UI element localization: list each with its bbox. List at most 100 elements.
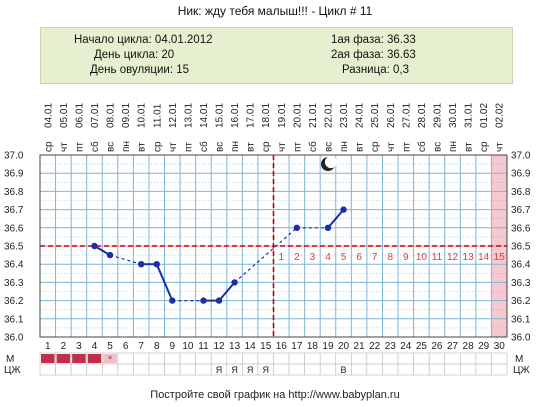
cell bbox=[444, 352, 461, 365]
date-label: 15.01 bbox=[215, 103, 226, 128]
day-number-label: 21 bbox=[354, 341, 366, 352]
temperature-line-segment bbox=[234, 227, 298, 283]
menstruation-mark bbox=[87, 354, 102, 363]
post-ovulation-day-label: 14 bbox=[478, 252, 490, 263]
date-label: 10.01 bbox=[137, 103, 148, 128]
cell bbox=[366, 352, 383, 365]
cell bbox=[148, 363, 165, 376]
date-label: 06.01 bbox=[74, 103, 85, 128]
menstruation-mark bbox=[72, 354, 86, 363]
day-number-label: 29 bbox=[478, 341, 490, 352]
date-label: 20.01 bbox=[292, 103, 303, 128]
cell bbox=[117, 363, 134, 376]
date-label: 16.01 bbox=[230, 103, 241, 128]
day-number-label: 19 bbox=[322, 341, 334, 352]
y-tick-label-left: 36.6 bbox=[4, 223, 24, 234]
cervical-fluid-mark: Я bbox=[231, 365, 238, 375]
footer-link[interactable]: Постройте свой график на http://www.baby… bbox=[150, 389, 400, 401]
cell bbox=[491, 352, 508, 365]
menstruation-mark bbox=[56, 354, 71, 363]
temperature-point bbox=[200, 297, 207, 304]
post-ovulation-day-label: 3 bbox=[310, 252, 316, 263]
cell bbox=[351, 363, 368, 376]
weekday-label: пн bbox=[121, 141, 132, 152]
date-label: 14.01 bbox=[199, 103, 210, 128]
date-label: 09.01 bbox=[121, 103, 132, 128]
temperature-line-segment bbox=[109, 254, 142, 265]
row-label-czh: ЦЖ bbox=[4, 365, 21, 376]
day-number-label: 14 bbox=[245, 341, 257, 352]
weekday-label: вт bbox=[464, 142, 475, 152]
cell bbox=[459, 363, 477, 376]
y-tick-label-left: 36.3 bbox=[4, 278, 24, 289]
cell bbox=[382, 363, 399, 376]
temperature-point bbox=[106, 251, 114, 259]
cervical-fluid-mark: Я bbox=[216, 365, 223, 375]
day-number-label: 27 bbox=[447, 341, 459, 352]
date-label: 23.01 bbox=[339, 103, 350, 128]
post-ovulation-day-label: 8 bbox=[387, 252, 393, 263]
day-number-label: 4 bbox=[92, 341, 98, 352]
date-label: 13.01 bbox=[183, 103, 194, 128]
y-tick-label-left: 36.4 bbox=[4, 260, 24, 271]
date-label: 24.01 bbox=[355, 103, 366, 128]
date-label: 01.02 bbox=[479, 103, 490, 128]
day-number-label: 20 bbox=[338, 341, 350, 352]
weekday-label: вс bbox=[215, 142, 226, 152]
day-number-label: 2 bbox=[61, 341, 67, 352]
post-ovulation-day-label: 7 bbox=[372, 252, 378, 263]
day-number-label: 1 bbox=[45, 341, 51, 352]
y-tick-label-right: 36.3 bbox=[511, 278, 531, 289]
post-ovulation-day-label: 11 bbox=[432, 252, 443, 263]
cell bbox=[55, 363, 72, 376]
difference-label: Разница: 0,3 bbox=[342, 64, 409, 76]
day-number-label: 26 bbox=[431, 341, 443, 352]
day-number-label: 13 bbox=[229, 341, 241, 352]
post-ovulation-day-label: 5 bbox=[341, 252, 347, 263]
day-number-label: 28 bbox=[463, 341, 475, 352]
weekday-label: пн bbox=[230, 141, 241, 152]
cell bbox=[335, 352, 352, 365]
date-label: 25.01 bbox=[370, 103, 381, 128]
cycle-day-label: День цикла: 20 bbox=[94, 49, 175, 61]
weekday-label: пт bbox=[183, 142, 194, 152]
cell bbox=[195, 352, 212, 365]
date-label: 02.02 bbox=[495, 103, 506, 128]
chart-title: Ник: жду тебя малыш!!! - Цикл # 11 bbox=[177, 4, 373, 18]
y-tick-label-left: 36.1 bbox=[4, 314, 24, 325]
weekday-label: вс bbox=[432, 142, 443, 152]
weekday-label: пт bbox=[74, 142, 85, 152]
y-tick-label-left: 36.0 bbox=[4, 333, 24, 344]
cell bbox=[164, 363, 181, 376]
day-number-label: 6 bbox=[123, 341, 129, 352]
cell bbox=[288, 352, 305, 365]
date-label: 04.01 bbox=[43, 103, 54, 128]
date-label: 05.01 bbox=[59, 103, 70, 128]
weekday-label: ср bbox=[43, 141, 54, 152]
crescent-moon-icon bbox=[320, 156, 337, 172]
cell bbox=[195, 363, 212, 376]
day-number-label: 17 bbox=[291, 341, 303, 352]
cell bbox=[428, 352, 446, 365]
cervical-fluid-mark: Я bbox=[262, 365, 269, 375]
cell bbox=[117, 352, 134, 365]
cell bbox=[179, 352, 196, 365]
post-ovulation-day-label: 10 bbox=[416, 252, 428, 263]
weekday-label: пт bbox=[292, 142, 303, 152]
cell bbox=[210, 352, 228, 365]
date-label: 30.01 bbox=[448, 103, 459, 128]
y-tick-label-left: 36.7 bbox=[4, 205, 24, 216]
weekday-label: сб bbox=[307, 141, 319, 152]
phase2-label: 2ая фаза: 36.63 bbox=[331, 49, 416, 61]
y-tick-label-right: 36.1 bbox=[511, 314, 531, 325]
cell bbox=[164, 352, 181, 365]
menstruation-mark bbox=[41, 354, 55, 363]
temperature-line-segment bbox=[218, 281, 236, 302]
cell bbox=[319, 352, 337, 365]
date-label: 27.01 bbox=[401, 103, 412, 128]
phase1-label: 1ая фаза: 36.33 bbox=[331, 34, 416, 46]
temperature-point bbox=[293, 224, 301, 231]
cell bbox=[86, 363, 103, 376]
weekday-label: ср bbox=[479, 141, 490, 152]
